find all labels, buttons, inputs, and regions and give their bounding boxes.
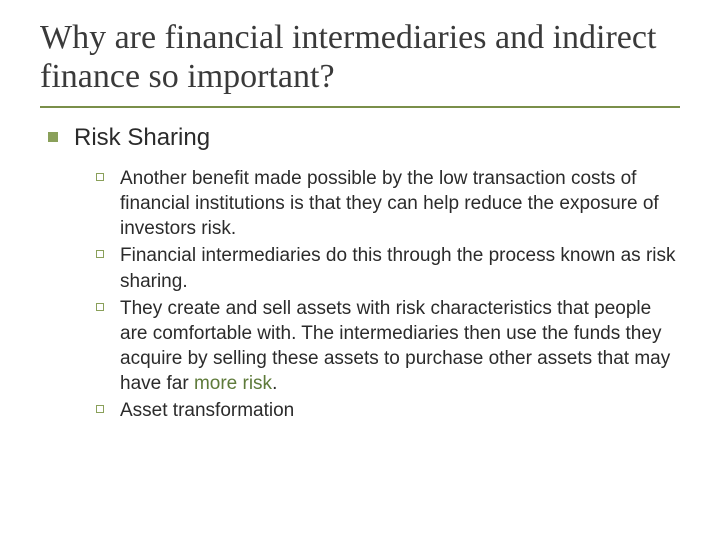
level2-text: Another benefit made possible by the low… <box>120 166 680 241</box>
text-post: . <box>272 373 277 394</box>
square-outline-bullet-icon <box>96 303 104 311</box>
slide: Why are financial intermediaries and ind… <box>0 0 720 540</box>
square-outline-bullet-icon <box>96 405 104 413</box>
level2-text: They create and sell assets with risk ch… <box>120 296 680 396</box>
level1-block: Risk Sharing Another benefit made possib… <box>48 124 680 423</box>
square-outline-bullet-icon <box>96 173 104 181</box>
slide-title: Why are financial intermediaries and ind… <box>40 18 680 108</box>
emphasis-text: more risk <box>194 373 272 394</box>
level2-item: Another benefit made possible by the low… <box>96 166 680 241</box>
level2-text: Financial intermediaries do this through… <box>120 243 680 293</box>
level2-item: Asset transformation <box>96 398 680 423</box>
level2-item: They create and sell assets with risk ch… <box>96 296 680 396</box>
level1-text: Risk Sharing <box>74 124 210 152</box>
level2-text: Asset transformation <box>120 398 294 423</box>
level1-item: Risk Sharing <box>48 124 680 152</box>
square-outline-bullet-icon <box>96 250 104 258</box>
square-bullet-icon <box>48 132 58 142</box>
level2-list: Another benefit made possible by the low… <box>96 166 680 423</box>
level2-item: Financial intermediaries do this through… <box>96 243 680 293</box>
